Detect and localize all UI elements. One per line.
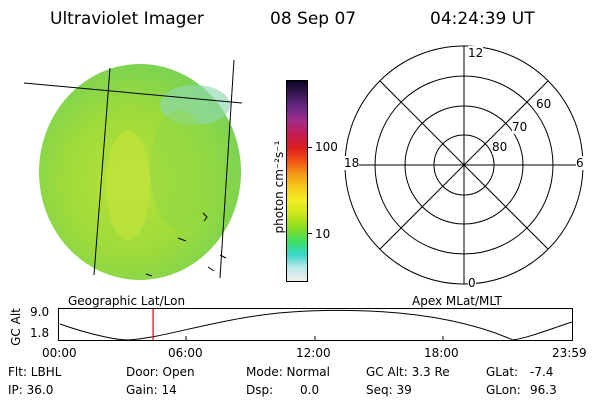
altitude-x-tick-label: 23:59 (552, 346, 587, 360)
geo-grid-line (93, 67, 111, 276)
info-glon-value: 96.3 (530, 383, 557, 397)
uv-image-panel (23, 59, 243, 280)
geo-grid-line (23, 82, 243, 104)
colorbar (286, 80, 308, 282)
info-door: Door: Open (126, 365, 195, 379)
colorbar-tick (307, 147, 312, 148)
polar-panel-label: Apex MLat/MLT (412, 294, 502, 308)
info-dsp-label: Dsp: (246, 383, 274, 397)
altitude-y-tick: 9.0 (30, 305, 50, 319)
uv-bright-band (106, 130, 150, 240)
altitude-x-tick-label: 00:00 (42, 346, 77, 360)
header-date: 08 Sep 07 (270, 9, 357, 29)
altitude-x-tick-label: 06:00 (168, 346, 203, 360)
image-panel-label: Geographic Lat/Lon (68, 294, 186, 308)
altitude-plot (58, 308, 573, 341)
coastline-fragment (145, 212, 227, 277)
info-gain: Gain: 14 (126, 383, 177, 397)
info-seq: Seq: 39 (366, 383, 412, 397)
altitude-x-tick-label: 18:00 (424, 346, 459, 360)
mlt-label-12: 12 (468, 46, 484, 60)
lat-label-70: 70 (512, 120, 528, 134)
altitude-y-tick: 1.8 (30, 326, 50, 340)
info-ip: IP: 36.0 (8, 383, 54, 397)
page-title: Ultraviolet Imager (50, 9, 204, 29)
polar-grid (344, 45, 584, 285)
mlt-meridian (379, 80, 549, 250)
mlt-label-6: 6 (576, 156, 584, 170)
lat-label-80: 80 (492, 140, 508, 154)
geo-grid-line (219, 59, 235, 279)
mlt-label-18: 18 (344, 156, 360, 170)
info-dsp-value: 0.0 (300, 383, 320, 397)
info-mode: Mode: Normal (246, 365, 330, 379)
info-filter: Flt: LBHL (8, 365, 62, 379)
colorbar-gradient (287, 81, 307, 281)
header-time: 04:24:39 UT (430, 9, 535, 29)
info-glat-label: GLat: (486, 365, 519, 379)
colorbar-unit-label: photon cm⁻²s⁻¹ (272, 140, 286, 234)
altitude-x-tick-label: 12:00 (296, 346, 331, 360)
altitude-plot-frame (58, 308, 573, 341)
lat-label-60: 60 (536, 97, 552, 111)
mlt-label-0: 0 (468, 276, 476, 290)
colorbar-tick (307, 233, 312, 234)
info-gc-alt: GC Alt: 3.3 Re (366, 365, 450, 379)
uv-limb-glow (160, 85, 230, 125)
colorbar-tick-label: 100 (315, 140, 338, 154)
altitude-y-label: GC Alt (9, 308, 23, 346)
info-glon-label: GLon: (486, 383, 521, 397)
altitude-curve (59, 309, 573, 341)
info-glat-value: -7.4 (530, 365, 554, 379)
uv-dim-region (150, 110, 210, 230)
colorbar-tick-label: 10 (315, 227, 331, 241)
